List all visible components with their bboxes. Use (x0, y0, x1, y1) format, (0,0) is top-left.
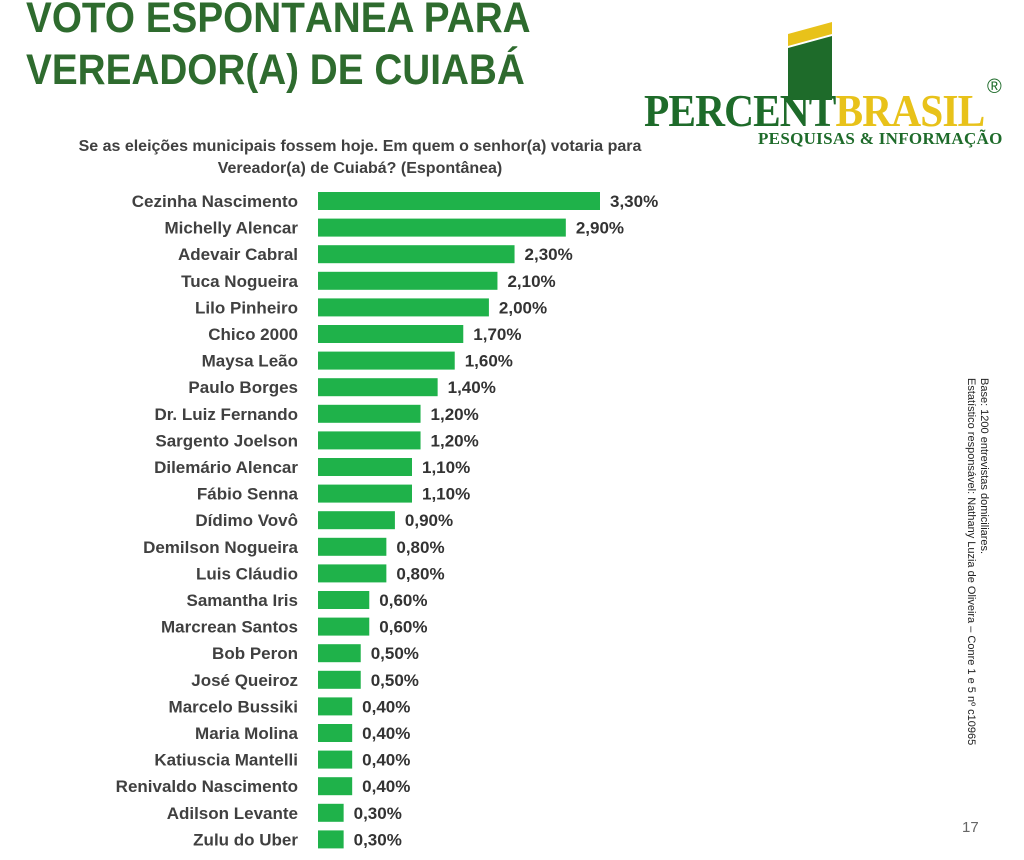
bar (318, 404, 421, 423)
statistician-text: Estatístico responsável: Nathany Luzia d… (965, 378, 977, 746)
bar (318, 271, 498, 290)
value-label: 1,70% (473, 325, 521, 344)
bar (318, 697, 353, 716)
value-label: 0,40% (362, 777, 410, 796)
category-label: Cezinha Nascimento (132, 192, 298, 211)
category-label: Katiuscia Mantelli (154, 751, 298, 770)
value-label: 3,30% (610, 192, 658, 211)
value-label: 0,60% (379, 618, 427, 637)
methodology-note: Base: 1200 entrevistas domiciliares. Est… (964, 378, 990, 745)
category-label: Marcrean Santos (161, 618, 298, 637)
value-label: 2,90% (576, 219, 624, 238)
bar (318, 591, 370, 609)
sample-base-text: Base: 1200 entrevistas domiciliares. (978, 378, 990, 555)
value-label: 1,10% (422, 458, 470, 477)
category-label: Michelly Alencar (164, 219, 298, 238)
category-label: Marcelo Bussiki (169, 697, 298, 716)
logo-tagline: PESQUISAS & INFORMAÇÃO (758, 129, 1003, 148)
bar (318, 830, 344, 849)
value-label: 2,10% (507, 272, 555, 291)
value-label: 0,90% (405, 511, 453, 530)
bar (318, 644, 361, 663)
value-label: 0,80% (396, 564, 444, 583)
value-label: 1,10% (422, 485, 470, 504)
bar (318, 378, 438, 397)
company-logo: PERCENTBRASIL ® PESQUISAS & INFORMAÇÃO (640, 20, 1020, 155)
bar (318, 192, 600, 210)
bar (318, 351, 455, 370)
category-label: Renivaldo Nascimento (116, 777, 298, 796)
category-label: Dídimo Vovô (195, 511, 298, 530)
bar (318, 537, 387, 556)
bar (318, 511, 395, 530)
value-label: 1,60% (465, 352, 513, 371)
bar (318, 218, 566, 237)
title-line-1: VOTO ESPONTÂNEA PARA (26, 0, 531, 42)
category-label: Lilo Pinheiro (195, 298, 298, 317)
value-label: 0,40% (362, 724, 410, 743)
bar (318, 431, 421, 450)
category-label: Chico 2000 (208, 325, 298, 344)
bar (318, 724, 353, 742)
value-label: 0,40% (362, 697, 410, 716)
registered-mark: ® (987, 76, 1002, 98)
question-line-2: Vereador(a) de Cuiabá? (Espontânea) (217, 160, 503, 177)
value-label: 1,20% (431, 405, 479, 424)
bar (318, 777, 353, 796)
survey-question: Se as eleições municipais fossem hoje. E… (40, 136, 680, 180)
page-number: 17 (962, 819, 979, 836)
bar (318, 458, 412, 476)
value-label: 0,30% (354, 830, 402, 849)
category-label: Luis Cláudio (196, 564, 298, 583)
category-label: Samantha Iris (187, 591, 299, 610)
value-label: 0,60% (379, 591, 427, 610)
value-label: 1,20% (431, 431, 479, 450)
bar (318, 245, 515, 264)
bar (318, 298, 489, 317)
value-label: 0,50% (371, 671, 419, 690)
bar (318, 670, 361, 689)
category-label: Sargento Joelson (155, 431, 298, 450)
category-label: Bob Peron (212, 644, 298, 663)
value-label: 0,80% (396, 538, 444, 557)
page-title: VOTO ESPONTÂNEA PARA VEREADOR(A) DE CUIA… (26, 0, 531, 96)
value-label: 2,00% (499, 298, 547, 317)
question-line-1: Se as eleições municipais fossem hoje. E… (78, 138, 642, 155)
bar (318, 750, 353, 769)
bar (318, 803, 344, 822)
category-label: Dr. Luiz Fernando (154, 405, 298, 424)
category-label: Maysa Leão (202, 352, 298, 371)
value-label: 0,30% (354, 804, 402, 823)
bar (318, 484, 412, 503)
category-label: Zulu do Uber (193, 830, 298, 849)
logo-flag-icon (788, 22, 832, 100)
title-line-2: VEREADOR(A) DE CUIABÁ (26, 46, 525, 94)
category-label: Maria Molina (195, 724, 299, 743)
value-label: 2,30% (525, 245, 573, 264)
value-label: 1,40% (448, 378, 496, 397)
category-label: Fábio Senna (197, 485, 299, 504)
category-label: Tuca Nogueira (181, 272, 298, 291)
bar (318, 564, 387, 583)
category-label: Paulo Borges (188, 378, 298, 397)
bar (318, 617, 370, 636)
bar (318, 325, 464, 343)
category-label: Dilemário Alencar (154, 458, 298, 477)
category-label: Demilson Nogueira (143, 538, 298, 557)
logo-wordmark: PERCENTBRASIL (644, 85, 985, 136)
value-label: 0,40% (362, 751, 410, 770)
value-label: 0,50% (371, 644, 419, 663)
category-label: José Queiroz (191, 671, 298, 690)
category-label: Adevair Cabral (178, 245, 298, 264)
category-label: Adilson Levante (167, 804, 298, 823)
